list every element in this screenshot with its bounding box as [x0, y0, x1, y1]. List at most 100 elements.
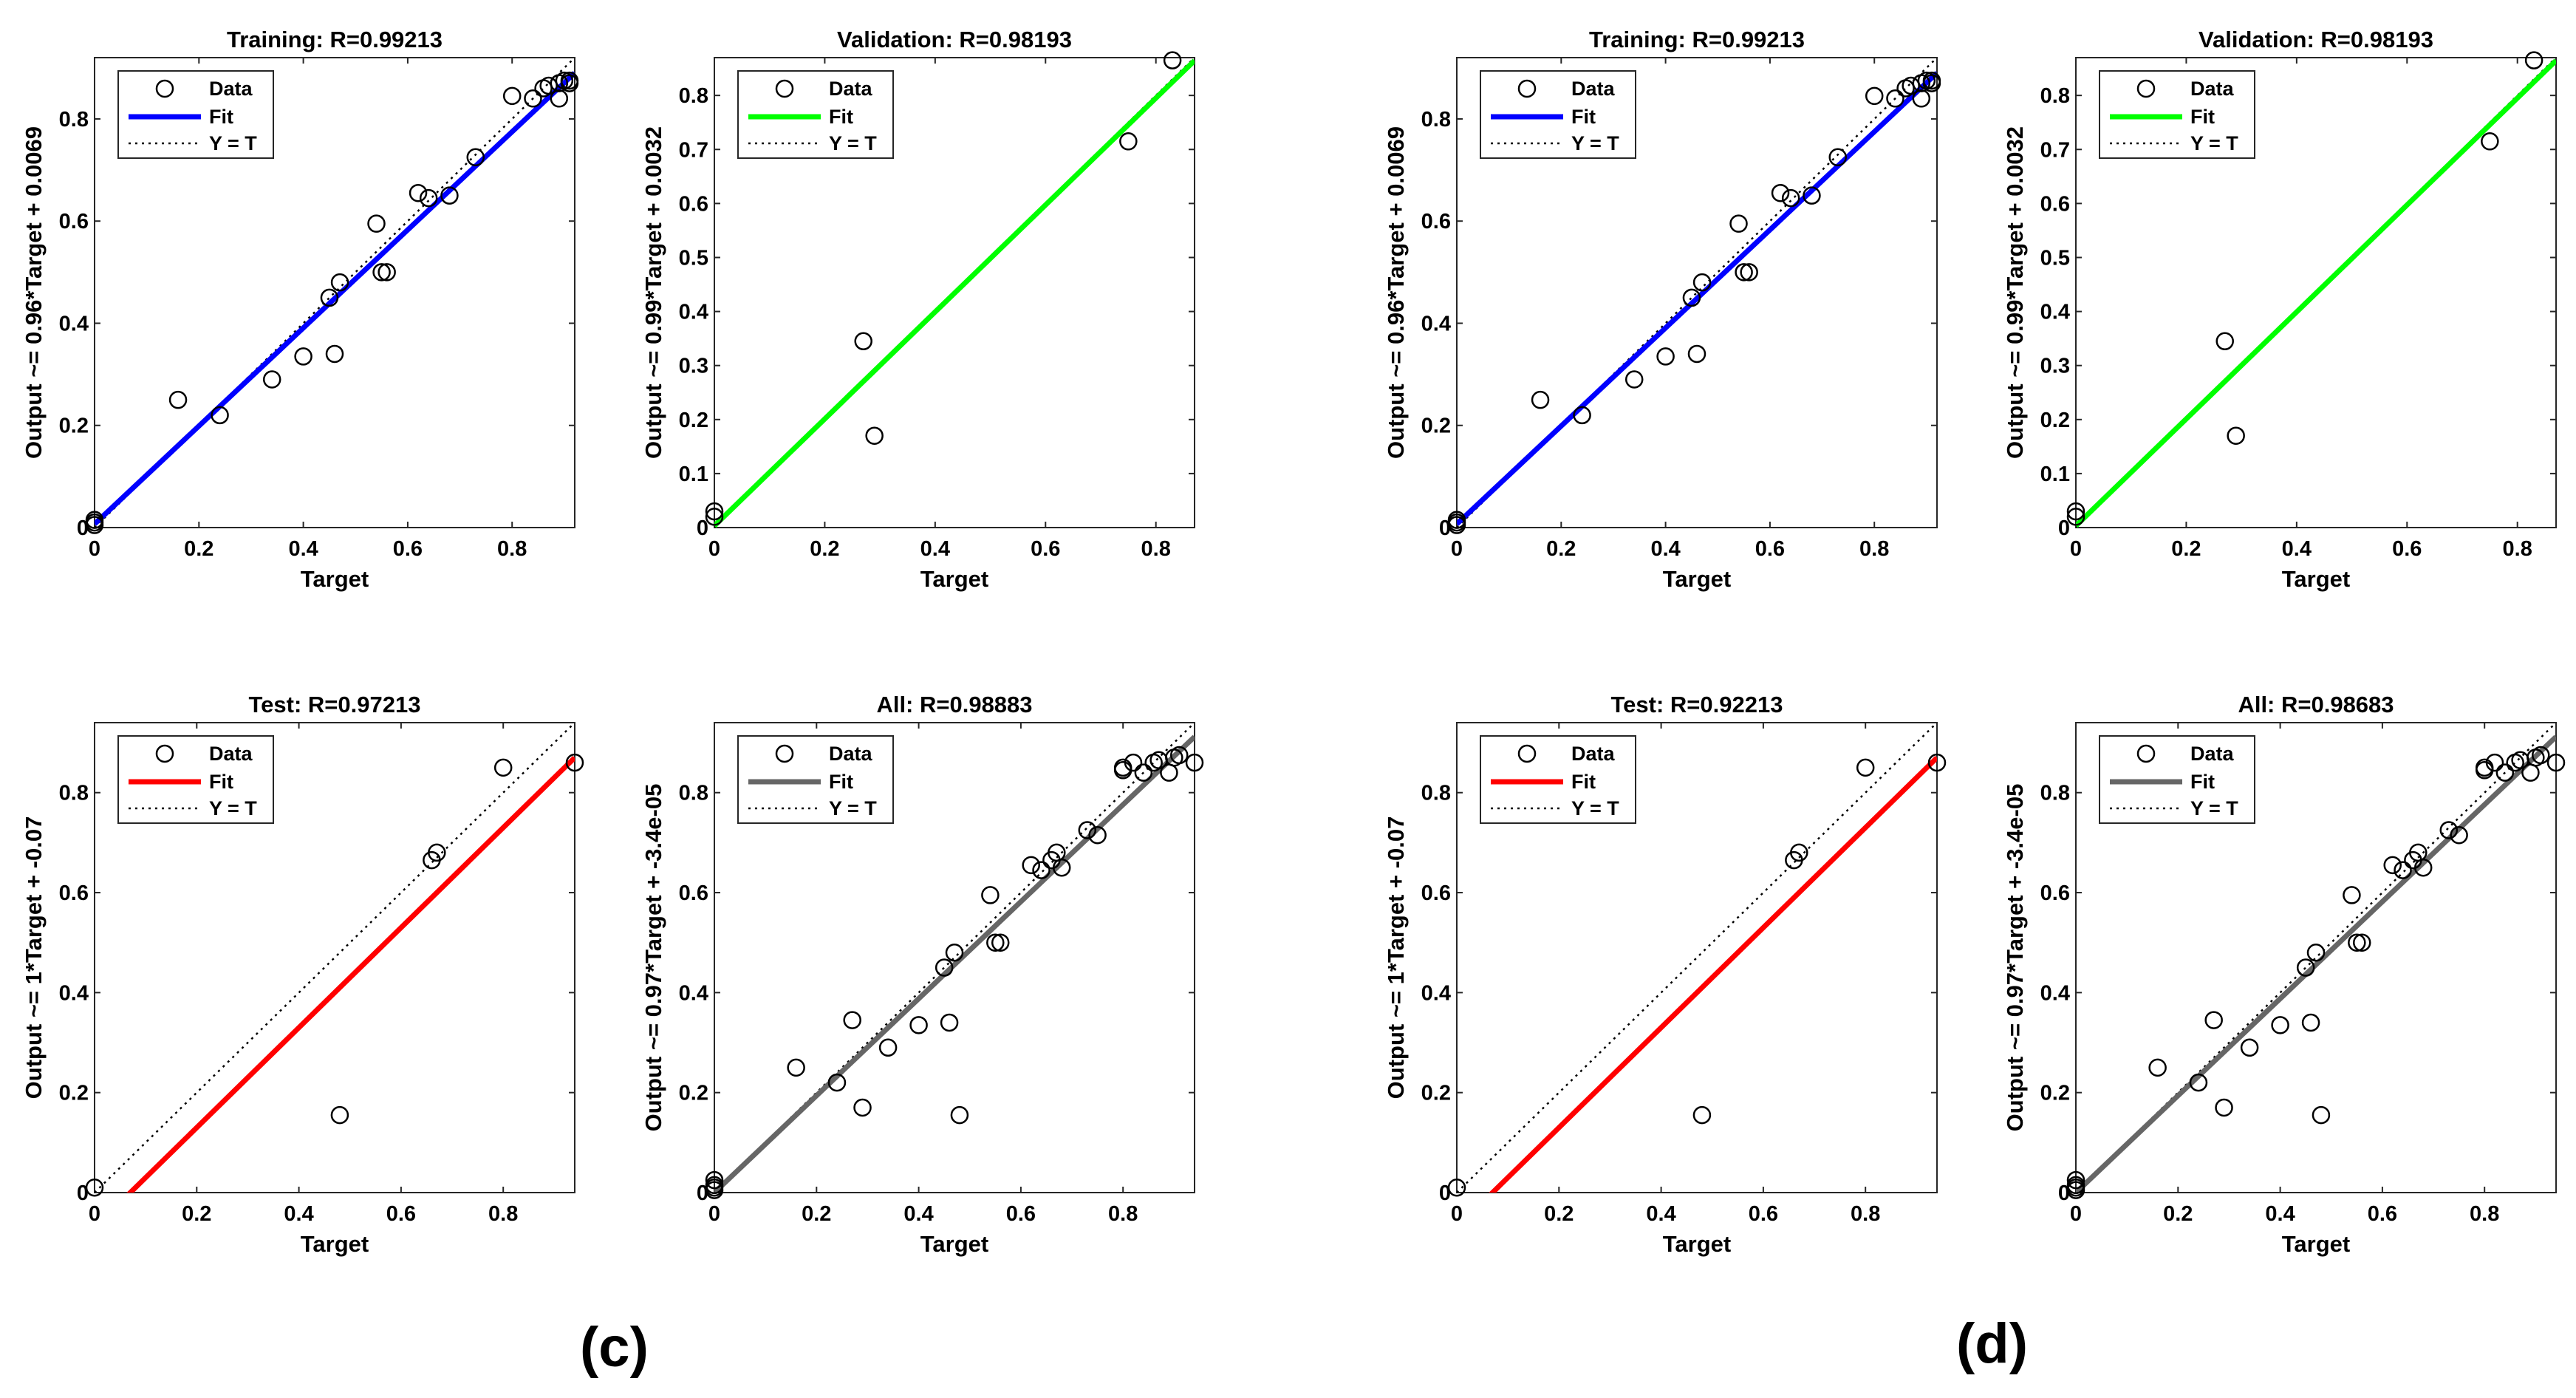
legend-label-fit: Fit	[829, 771, 853, 793]
data-point	[1119, 132, 1138, 151]
legend-data-marker	[1517, 79, 1537, 98]
data-point	[2296, 958, 2315, 977]
x-tick-label: 0	[89, 1202, 100, 1226]
chart-title: Validation: R=0.98193	[837, 27, 1072, 52]
data-point	[1032, 861, 1050, 879]
data-point	[2546, 753, 2566, 772]
x-tick-label: 0.8	[1859, 537, 1889, 561]
data-point	[1531, 390, 1550, 409]
y-tick-label: 0.2	[59, 415, 89, 438]
data-point	[1865, 86, 1884, 106]
chart-title: Training: R=0.99213	[227, 27, 443, 52]
data-point	[2189, 1073, 2208, 1092]
legend-label-ideal: Y = T	[1571, 797, 1619, 819]
x-axis-label: Target	[2282, 566, 2350, 592]
data-point	[827, 1073, 847, 1092]
y-tick-label: 0.6	[679, 192, 708, 216]
data-point	[493, 758, 513, 777]
data-point	[539, 76, 558, 95]
legend-label-fit: Fit	[829, 106, 853, 128]
y-tick-label: 0.8	[2040, 84, 2070, 108]
data-point	[168, 390, 188, 409]
legend-data-marker	[1517, 744, 1537, 763]
data-point	[85, 511, 104, 529]
legend-label-ideal: Y = T	[829, 797, 877, 819]
data-point	[1692, 1105, 1712, 1125]
data-point	[419, 188, 438, 208]
y-tick-label: 0.1	[679, 463, 708, 486]
data-point	[565, 753, 584, 772]
legend-label-data: Data	[2190, 78, 2235, 100]
y-axis-label: Output ~= 0.97*Target + -3.4e-05	[2002, 784, 2028, 1132]
data-point	[325, 344, 344, 364]
chart-title: Test: R=0.92213	[1611, 692, 1783, 717]
data-point	[705, 1170, 724, 1190]
x-tick-label: 0.4	[284, 1202, 313, 1226]
data-point	[2348, 933, 2366, 952]
legend-data-marker	[2136, 744, 2156, 763]
y-tick-label: 0.8	[59, 782, 89, 805]
chart-title: Test: R=0.97213	[249, 692, 421, 717]
data-point	[865, 426, 884, 445]
y-tick-label: 0.6	[59, 882, 89, 905]
x-tick-label: 0.2	[1546, 537, 1576, 561]
data-point	[1912, 89, 1931, 108]
data-point	[2148, 1058, 2167, 1077]
data-point	[705, 508, 724, 526]
legend-data-marker	[775, 79, 794, 98]
data-point	[1922, 71, 1941, 90]
data-point	[2495, 763, 2515, 782]
x-tick-label: 0.4	[1646, 1202, 1675, 1226]
legend-label-data: Data	[1571, 78, 1616, 100]
y-tick-label: 0.8	[1421, 108, 1451, 132]
data-point	[1124, 753, 1143, 772]
data-point	[1790, 843, 1808, 862]
data-point	[294, 347, 312, 366]
data-point	[2066, 1176, 2085, 1195]
data-point	[320, 288, 339, 307]
panel-label-d: (d)	[1956, 1312, 2029, 1375]
data-point	[991, 933, 1010, 952]
data-point	[950, 1105, 969, 1125]
x-tick-label: 0.6	[2368, 1202, 2397, 1226]
data-point	[1927, 753, 1947, 772]
y-tick-label: 0.6	[59, 210, 89, 233]
y-tick-label: 0.8	[679, 782, 708, 805]
legend-label-data: Data	[209, 78, 253, 100]
legend-label-ideal: Y = T	[829, 132, 877, 154]
y-tick-label: 0.2	[2040, 409, 2070, 432]
x-tick-label: 0	[1451, 537, 1463, 561]
legend-label-ideal: Y = T	[2190, 797, 2238, 819]
legend-label-ideal: Y = T	[1571, 132, 1619, 154]
fit-line	[714, 58, 1195, 528]
x-tick-label: 0	[708, 1202, 720, 1226]
chart-title: All: R=0.98883	[876, 692, 1032, 717]
fit-line	[1489, 755, 1937, 1193]
data-point	[1163, 51, 1182, 69]
ideal-line	[1457, 58, 1937, 528]
y-tick-label: 0.6	[2040, 192, 2070, 216]
legend-label-data: Data	[209, 743, 253, 765]
y-axis-label: Output ~= 0.97*Target + -3.4e-05	[640, 784, 666, 1132]
data-point	[466, 148, 485, 167]
legend-data-marker	[155, 744, 174, 763]
legend-label-data: Data	[829, 78, 873, 100]
y-axis-label: Output ~= 0.96*Target + 0.0069	[21, 126, 47, 459]
fit-line	[1457, 71, 1937, 526]
y-tick-label: 0.8	[1421, 782, 1451, 805]
x-tick-label: 0	[2070, 1202, 2082, 1226]
x-axis-label: Target	[1663, 1231, 1731, 1257]
data-point	[940, 1013, 959, 1032]
data-point	[1078, 821, 1097, 839]
data-point	[1781, 188, 1800, 208]
y-tick-label: 0.4	[1421, 312, 1451, 335]
data-point	[2485, 753, 2504, 772]
legend-label-ideal: Y = T	[209, 132, 257, 154]
x-tick-label: 0.8	[2503, 537, 2532, 561]
fit-line	[2076, 734, 2556, 1193]
x-tick-label: 0.2	[2171, 537, 2201, 561]
